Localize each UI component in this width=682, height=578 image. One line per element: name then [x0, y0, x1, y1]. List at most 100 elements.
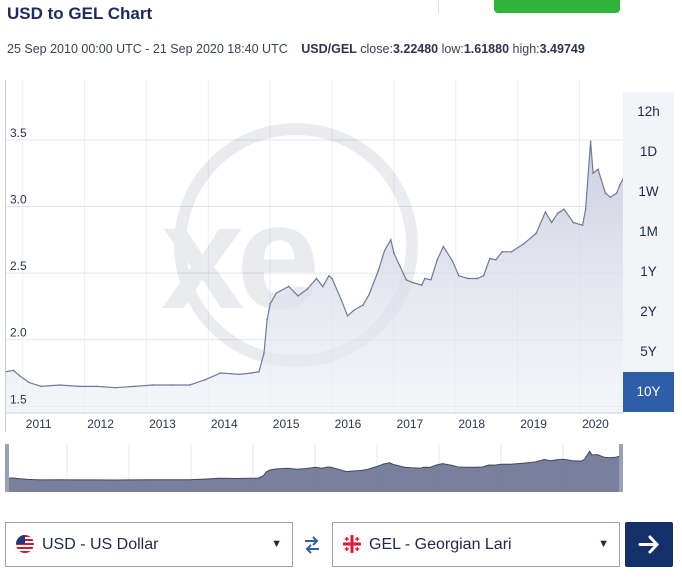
series-layer: [6, 140, 624, 414]
axis-ticks: 1.5 2.0 2.5 3.0 3.5 2011 2012 2013 2014 2015 2016 2…: [6, 126, 624, 431]
data-point: [219, 372, 222, 374]
data-point: [615, 192, 618, 195]
rate-chart[interactable]: xe 1.5 2.0 2.5 3.0 3.5 2011 2012 2013 2014 2015 20…: [5, 80, 624, 432]
data-point: [436, 259, 438, 261]
data-point: [544, 211, 547, 213]
data-point: [510, 251, 513, 253]
currency-pair: USD/GEL: [301, 42, 357, 56]
y-tick-label: 2.0: [10, 326, 27, 340]
data-point: [467, 277, 469, 280]
data-point: [604, 192, 607, 195]
low-label: low:: [441, 42, 464, 56]
low-value: 1.61880: [463, 42, 510, 56]
data-point: [269, 302, 271, 305]
data-point: [368, 293, 370, 296]
y-tick-label: 1.5: [10, 392, 27, 406]
data-point: [458, 275, 460, 277]
date-range: 25 Sep 2010 00:00 UTC - 21 Sep 2020 18:4…: [7, 42, 288, 56]
data-point: [321, 285, 324, 288]
data-point: [424, 277, 426, 280]
data-point: [328, 275, 330, 277]
to-currency-select[interactable]: GEL - Georgian Lari ▼: [332, 522, 620, 567]
data-point: [411, 281, 414, 284]
data-point: [597, 168, 599, 171]
data-point: [188, 384, 191, 386]
data-point: [420, 284, 423, 286]
range-button-5y[interactable]: 5Y: [623, 332, 674, 372]
data-point: [238, 373, 241, 376]
data-point: [589, 140, 592, 143]
navigator-series: [5, 444, 623, 492]
data-point: [618, 184, 621, 187]
x-tick-label: 2017: [397, 417, 424, 431]
data-point: [266, 318, 268, 321]
data-point: [12, 369, 15, 372]
data-point: [572, 221, 575, 224]
rate-summary: 25 Sep 2010 00:00 UTC - 21 Sep 2020 18:4…: [7, 42, 585, 56]
data-point: [389, 239, 392, 241]
from-currency-label: USD - US Dollar: [42, 536, 159, 553]
range-button-10y[interactable]: 10Y: [623, 372, 674, 412]
data-point: [482, 275, 485, 277]
data-point: [557, 212, 559, 214]
x-tick-label: 2020: [582, 417, 609, 431]
data-point: [476, 277, 479, 280]
data-point: [584, 208, 587, 211]
swap-arrows-icon[interactable]: [302, 534, 322, 556]
data-point: [362, 304, 364, 306]
range-button-1m[interactable]: 1M: [623, 212, 674, 252]
navigator-area: [5, 451, 623, 492]
y-tick-label: 3.5: [10, 126, 27, 140]
close-value: 3.22480: [392, 42, 439, 56]
us-flag-icon: [16, 535, 34, 553]
data-point: [275, 292, 278, 294]
data-point: [609, 196, 612, 199]
range-button-1y[interactable]: 1Y: [623, 252, 674, 292]
range-selector: 12h 1D 1W 1M 1Y 2Y 5Y 10Y: [623, 92, 674, 412]
data-point: [258, 370, 260, 373]
x-tick-label: 2011: [26, 417, 52, 431]
data-point: [59, 384, 61, 386]
data-point: [399, 265, 401, 268]
range-button-1w[interactable]: 1W: [623, 172, 674, 212]
range-button-1d[interactable]: 1D: [623, 132, 674, 172]
data-point: [28, 381, 30, 384]
data-point: [592, 172, 594, 175]
data-point: [18, 374, 21, 377]
data-point: [550, 221, 553, 224]
data-point: [170, 384, 172, 386]
green-cta-button[interactable]: [494, 0, 620, 13]
range-button-12h[interactable]: 12h: [623, 92, 674, 132]
data-point: [563, 208, 565, 211]
navigator-handle-left: [5, 444, 9, 492]
data-point: [263, 352, 265, 354]
y-tick-label: 2.5: [10, 259, 27, 273]
data-point: [535, 232, 537, 234]
data-point: [133, 385, 135, 388]
data-point: [287, 285, 290, 288]
data-point: [522, 243, 525, 245]
header-divider: [438, 0, 439, 14]
data-point: [393, 252, 395, 254]
range-button-2y[interactable]: 2Y: [623, 292, 674, 332]
chart-navigator[interactable]: [5, 444, 623, 492]
from-currency-select[interactable]: USD - US Dollar ▼: [5, 522, 293, 567]
data-point: [331, 277, 333, 280]
x-tick-label: 2012: [87, 417, 114, 431]
data-point: [204, 378, 206, 381]
x-tick-label: 2018: [458, 417, 485, 431]
x-tick-label: 2014: [211, 417, 238, 431]
convert-button[interactable]: [625, 522, 673, 567]
data-point: [488, 257, 491, 260]
arrow-right-icon: [638, 535, 660, 554]
data-point: [40, 385, 43, 388]
y-tick-label: 3.0: [10, 193, 27, 207]
data-point: [430, 279, 432, 281]
data-point: [495, 259, 497, 261]
navigator-handle-right: [619, 444, 623, 492]
data-point: [405, 279, 408, 281]
data-point: [340, 298, 343, 301]
x-tick-label: 2015: [273, 417, 300, 431]
x-tick-label: 2019: [520, 417, 547, 431]
